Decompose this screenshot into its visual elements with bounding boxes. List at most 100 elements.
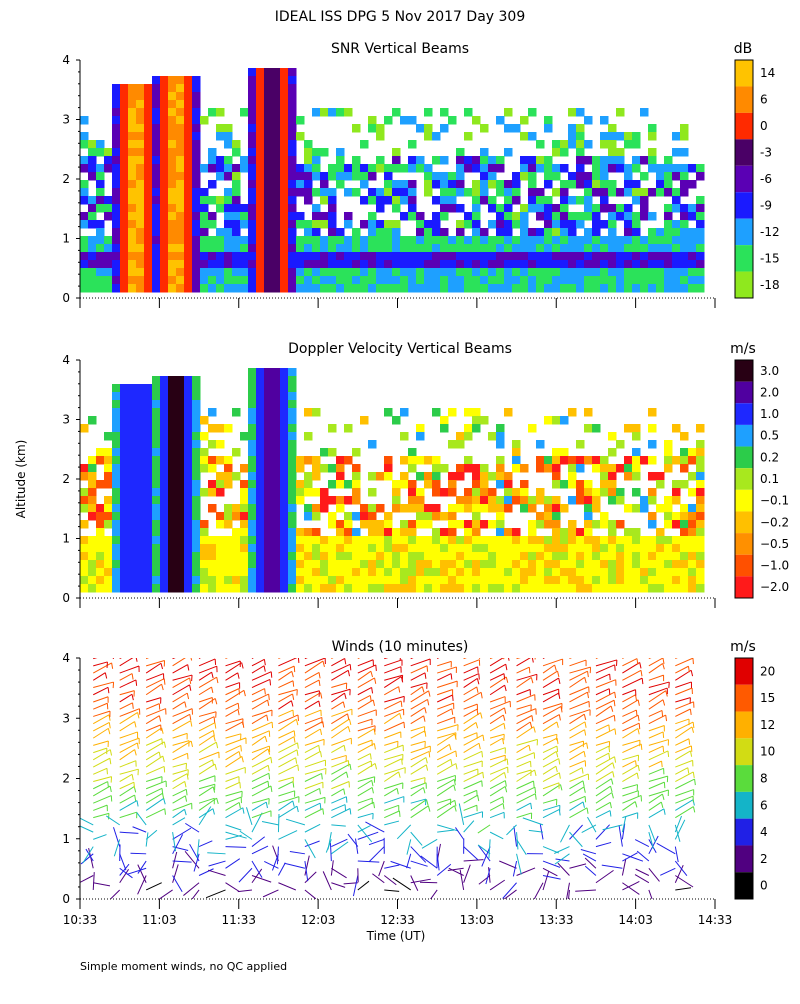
heatmap-cell [600, 472, 609, 481]
heatmap-cell [184, 544, 193, 553]
heatmap-cell [280, 472, 289, 481]
wind-barb-shaft [675, 727, 692, 738]
heatmap-cell [176, 204, 185, 213]
heatmap-cell [696, 244, 705, 253]
heatmap-cell [504, 244, 513, 253]
heatmap-cell [232, 568, 241, 577]
heatmap-cell [632, 164, 641, 173]
heatmap-cell [168, 528, 177, 537]
heatmap-cell [296, 560, 305, 569]
heatmap-cell [272, 284, 281, 293]
heatmap-cell [152, 156, 161, 165]
heatmap-cell [128, 552, 137, 561]
heatmap-cell [688, 448, 697, 457]
wind-barb-flag [165, 809, 166, 815]
wind-barb-shaft [543, 868, 557, 875]
heatmap-cell [216, 480, 225, 489]
heatmap-cell [576, 576, 585, 585]
wind-barb-shaft [358, 763, 375, 774]
heatmap-cell [536, 212, 545, 221]
heatmap-cell [240, 464, 249, 473]
wind-barb-shaft [622, 791, 638, 796]
heatmap-cell [216, 520, 225, 529]
heatmap-cell [352, 276, 361, 285]
heatmap-cell [160, 440, 169, 449]
heatmap-cell [280, 376, 289, 385]
heatmap-cell [400, 576, 409, 585]
heatmap-cell [592, 488, 601, 497]
heatmap-cell [456, 544, 465, 553]
wind-barb-shaft [93, 653, 113, 659]
wind-barb-shaft [478, 825, 490, 833]
heatmap-cell [160, 536, 169, 545]
heatmap-cell [192, 440, 201, 449]
heatmap-cell [296, 260, 305, 269]
wind-barb-flag [692, 727, 694, 733]
wind-barb-shaft [517, 868, 535, 876]
heatmap-cell [528, 236, 537, 245]
heatmap-cell [408, 260, 417, 269]
wind-barb-shaft [675, 658, 693, 666]
wind-barb-shaft [464, 687, 477, 695]
heatmap-cell [104, 464, 113, 473]
heatmap-cell [288, 164, 297, 173]
heatmap-cell [328, 268, 337, 277]
wind-barb-shaft [278, 765, 297, 774]
heatmap-cell [256, 188, 265, 197]
wind-barb-flag [505, 786, 506, 792]
heatmap-cell [272, 544, 281, 553]
heatmap-cell [408, 480, 417, 489]
heatmap-cell [416, 472, 425, 481]
wind-barb-flag [269, 773, 270, 779]
heatmap-cell [128, 276, 137, 285]
heatmap-cell [392, 252, 401, 261]
heatmap-cell [264, 416, 273, 425]
wind-barb-shaft [358, 861, 379, 862]
wind-barb-shaft [93, 796, 111, 804]
heatmap-cell [400, 544, 409, 553]
heatmap-cell [400, 432, 409, 441]
heatmap-cell [288, 472, 297, 481]
wind-barb-shaft [585, 858, 596, 868]
heatmap-cell [616, 520, 625, 529]
heatmap-cell [480, 584, 489, 593]
colorbar-swatch [735, 533, 753, 555]
heatmap-cell [112, 188, 121, 197]
heatmap-cell [632, 212, 641, 221]
heatmap-cell [152, 392, 161, 401]
heatmap-cell [96, 520, 105, 529]
wind-barb-flag [615, 665, 616, 671]
wind-barb-shaft [596, 842, 611, 846]
heatmap-cell [280, 384, 289, 393]
heatmap-cell [112, 536, 121, 545]
heatmap-cell [496, 504, 505, 513]
wind-barb-flag [635, 802, 637, 808]
wind-barb-shaft [464, 704, 478, 709]
heatmap-cell [344, 456, 353, 465]
wind-barb-flag [641, 670, 642, 676]
heatmap-cell [424, 560, 433, 569]
heatmap-cell [104, 164, 113, 173]
heatmap-cell [656, 480, 665, 489]
heatmap-cell [176, 180, 185, 189]
heatmap-cell [448, 260, 457, 269]
heatmap-cell [256, 228, 265, 237]
heatmap-cell [464, 188, 473, 197]
heatmap-cell [472, 568, 481, 577]
heatmap-cell [208, 164, 217, 173]
wind-barb-shaft [199, 723, 215, 731]
heatmap-cell [680, 252, 689, 261]
heatmap-cell [536, 236, 545, 245]
wind-barb-shaft [331, 883, 345, 888]
heatmap-cell [592, 172, 601, 181]
heatmap-cell [288, 512, 297, 521]
heatmap-cell [592, 568, 601, 577]
heatmap-cell [336, 560, 345, 569]
wind-barb-shaft [490, 723, 504, 731]
heatmap-cell [392, 204, 401, 213]
heatmap-cell [216, 164, 225, 173]
wind-barb-shaft [358, 687, 372, 694]
heatmap-cell [192, 204, 201, 213]
heatmap-cell [680, 132, 689, 141]
wind-barb-shaft [554, 847, 569, 854]
